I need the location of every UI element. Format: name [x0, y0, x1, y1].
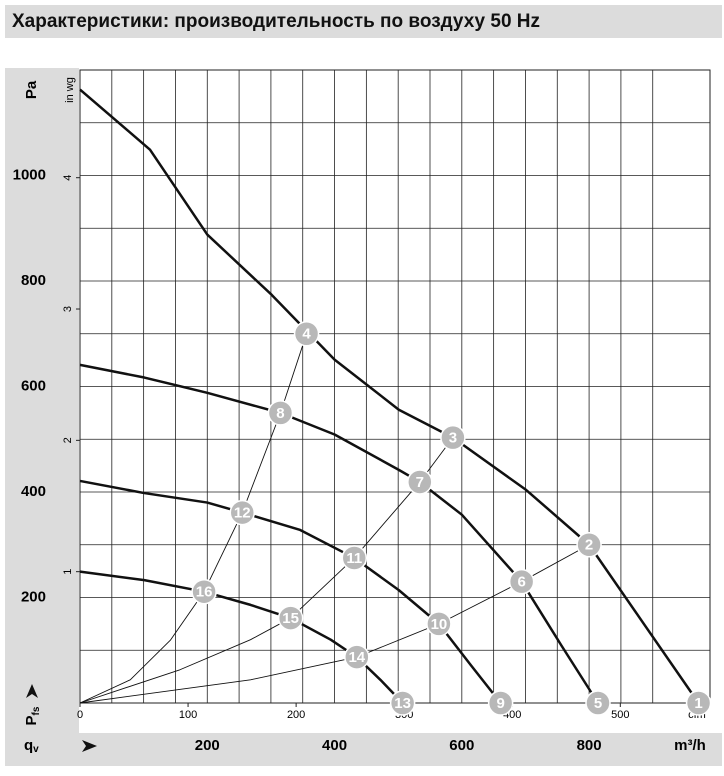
point-label: 10	[431, 616, 448, 633]
x-tick-label: 600	[449, 737, 474, 754]
point-label: 1	[694, 695, 702, 712]
y-label-main: P	[23, 715, 40, 725]
left-panel	[5, 68, 79, 733]
y2-tick-label: 3	[62, 306, 74, 312]
x-label-main: q	[24, 737, 33, 754]
y-tick-label: 400	[21, 483, 46, 500]
point-label: 16	[196, 584, 213, 601]
bottom-panel	[5, 733, 722, 766]
header-bar	[5, 5, 722, 38]
point-label: 15	[282, 610, 299, 627]
operating-point	[293, 321, 320, 347]
x2-tick-label: 200	[287, 709, 305, 721]
y-axis-label: Pa	[23, 80, 40, 99]
x-unit-label: m³/h	[674, 737, 706, 754]
operating-point	[389, 690, 416, 716]
x-label-sub: v	[33, 744, 39, 755]
point-label: 9	[496, 695, 504, 712]
point-label: 3	[449, 430, 457, 447]
point-label: 2	[585, 537, 593, 554]
operating-point	[440, 424, 466, 451]
point-label: 12	[234, 505, 251, 522]
x-axis-label: qv	[24, 737, 39, 755]
chart-title: Характеристики: производительность по во…	[12, 11, 540, 32]
y2-tick-label: 4	[62, 175, 74, 181]
x2-tick-label: 500	[611, 709, 629, 721]
curve	[79, 479, 502, 704]
operating-point	[487, 690, 514, 716]
y2-axis-label: in wg	[64, 77, 76, 103]
y-axis-bottom-label: Pfs	[23, 706, 42, 725]
point-label: 6	[517, 574, 525, 591]
operating-point	[407, 469, 433, 495]
x-tick-label: 200	[195, 737, 220, 754]
curve	[79, 88, 700, 704]
x-tick-label: 400	[322, 737, 347, 754]
operating-point	[229, 499, 256, 526]
operating-point	[426, 611, 452, 637]
y-tick-label: 200	[21, 588, 46, 605]
x2-tick-label: 0	[77, 709, 83, 721]
curve	[79, 544, 590, 704]
y-tick-label: 1000	[13, 166, 46, 183]
operating-point	[585, 690, 611, 716]
y-tick-label: 600	[21, 377, 46, 394]
point-label: 13	[394, 695, 411, 712]
y-tick-label: 800	[21, 272, 46, 289]
point-label: 4	[302, 326, 311, 343]
x-tick-label: 800	[577, 737, 602, 754]
point-label: 7	[416, 474, 424, 491]
operating-point	[344, 644, 370, 670]
point-label: 14	[348, 649, 365, 666]
operating-point	[508, 568, 535, 595]
operating-point	[341, 545, 368, 571]
y-arrow	[26, 684, 38, 698]
y-label-sub: fs	[31, 706, 42, 715]
operating-point	[277, 605, 304, 631]
operating-point	[576, 532, 602, 558]
y2-tick-label: 2	[62, 437, 74, 443]
operating-point	[191, 578, 217, 605]
x-arrow	[82, 740, 97, 752]
curve	[79, 363, 600, 704]
y2-tick-label: 1	[62, 569, 74, 575]
x2-tick-label: 100	[179, 709, 197, 721]
point-label: 5	[594, 695, 602, 712]
point-label: 8	[276, 405, 284, 422]
operating-point	[267, 400, 294, 426]
operating-point	[685, 690, 712, 716]
point-label: 11	[346, 550, 362, 567]
